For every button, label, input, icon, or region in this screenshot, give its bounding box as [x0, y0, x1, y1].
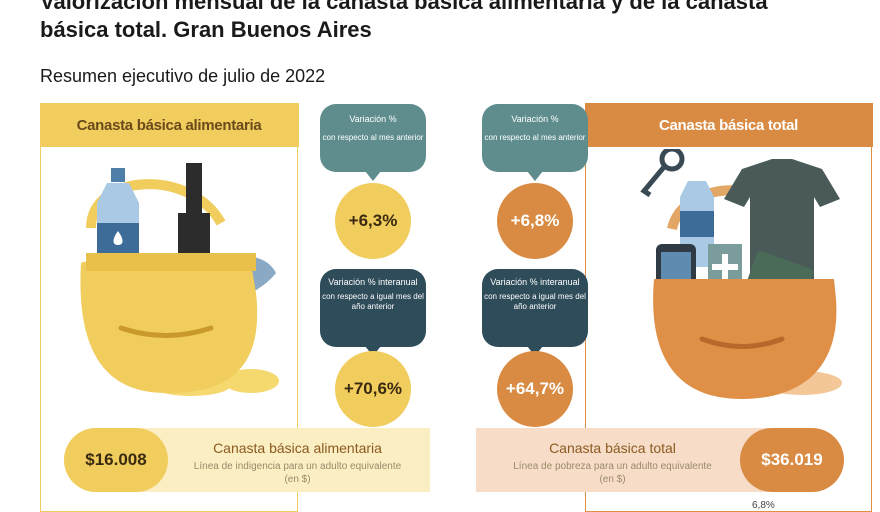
- basket-food-illustration: [80, 163, 279, 396]
- page-subtitle: Resumen ejecutivo de julio de 2022: [40, 66, 326, 86]
- cbt-price: $36.019: [740, 428, 844, 492]
- cbt-band-title: Canasta básica total: [549, 440, 676, 456]
- bubble-sub: con respecto a igual mes del año anterio…: [484, 292, 586, 311]
- annual-variation-bubble-cbt: Variación % interanual con respecto a ig…: [482, 269, 588, 356]
- annual-variation-bubble-cba: Variación % interanual con respecto a ig…: [320, 269, 426, 356]
- keys-icon: [640, 149, 685, 198]
- cba-monthly-value: +6,3%: [335, 183, 411, 259]
- bubble-sub: con respecto a igual mes del año anterio…: [322, 292, 424, 311]
- bubble-sub: con respecto al mes anterior: [322, 133, 424, 142]
- page-title: Valorización mensual de la canasta básic…: [40, 0, 768, 42]
- cbt-annual-value: +64,7%: [497, 351, 573, 427]
- cba-price: $16.008: [64, 428, 168, 492]
- bubble-label: Variación %: [511, 114, 559, 124]
- bubble-sub: con respecto al mes anterior: [484, 133, 586, 142]
- cba-band-desc: Línea de indigencia para un adulto equiv…: [193, 461, 402, 485]
- cbt-band-text: Canasta básica total Línea de pobreza pa…: [505, 440, 720, 486]
- cbt-panel: Canasta básica total: [584, 103, 873, 512]
- cbt-band-desc: Línea de pobreza para un adulto equivale…: [513, 461, 712, 485]
- bubble-label: Variación %: [349, 114, 397, 124]
- cba-panel: Canasta básica alimentaria: [39, 103, 299, 512]
- cba-annual-value: +70,6%: [335, 351, 411, 427]
- footnote-value: 6,8%: [752, 500, 775, 511]
- cbt-monthly-value: +6,8%: [497, 183, 573, 259]
- bubble-label: Variación % interanual: [490, 277, 580, 287]
- cbt-header: Canasta básica total: [584, 103, 873, 147]
- monthly-variation-bubble-cba: Variación % con respecto al mes anterior: [320, 104, 426, 181]
- cba-band-title: Canasta básica alimentaria: [213, 440, 382, 456]
- cba-header: Canasta básica alimentaria: [39, 103, 299, 147]
- cba-band-text: Canasta básica alimentaria Línea de indi…: [190, 440, 405, 486]
- tshirt-icon: [724, 159, 840, 279]
- bubble-label: Variación % interanual: [328, 277, 418, 287]
- basket-total-illustration: [640, 149, 842, 399]
- monthly-variation-bubble-cbt: Variación % con respecto al mes anterior: [482, 104, 588, 181]
